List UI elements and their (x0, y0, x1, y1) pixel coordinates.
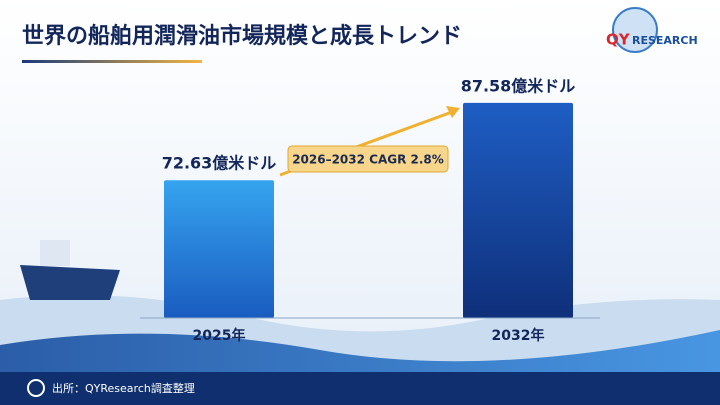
ship-bridge (40, 240, 70, 266)
value-label: 72.63億米ドル (162, 154, 277, 173)
annotation-box (287, 145, 449, 173)
chart-title: 世界の船舶用潤滑油市場規模と成長トレンド (22, 23, 462, 49)
bar (164, 180, 274, 318)
logo-globe (612, 7, 658, 53)
footer (0, 372, 720, 405)
logo-prefix: QY (606, 31, 631, 49)
annotation: 2026–2032 CAGR 2.8% (292, 153, 444, 167)
source: 出所：QYResearch調査整理 (52, 381, 195, 395)
bar (463, 102, 573, 318)
x-tick-label: 2032年 (492, 327, 545, 344)
x-tick-label: 2025年 (193, 327, 246, 344)
wheel-icon (27, 379, 45, 397)
arrow-head (446, 106, 460, 118)
ship (20, 265, 120, 300)
title-underline (22, 60, 202, 63)
value-label: 87.58億米ドル (461, 76, 576, 95)
logo-suffix: RESEARCH (632, 34, 698, 47)
